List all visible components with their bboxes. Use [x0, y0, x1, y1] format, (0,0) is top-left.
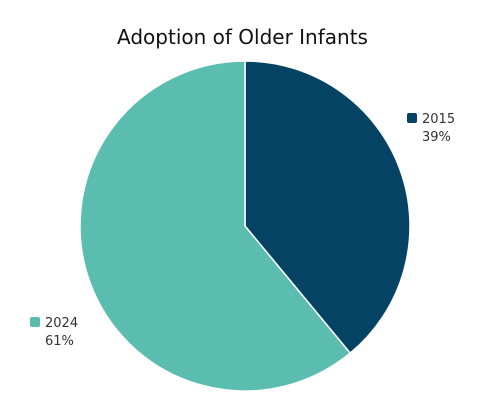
pie-slice-2024 — [79, 60, 351, 392]
pie-slices — [79, 60, 411, 392]
slice-labels: 2015 39% 2024 61% — [30, 112, 455, 349]
slice-name-2015: 2015 — [422, 112, 455, 127]
slice-name-2024: 2024 — [45, 316, 78, 331]
legend-swatch-2024 — [30, 317, 40, 327]
pie-slice-2015 — [244, 60, 411, 354]
slice-percent-2024: 61% — [45, 334, 74, 349]
chart-title: Adoption of Older Infants — [117, 25, 368, 49]
slice-label-2024: 2024 61% — [30, 316, 78, 349]
slice-percent-2015: 39% — [422, 130, 451, 145]
slice-label-2015: 2015 39% — [407, 112, 455, 145]
legend-swatch-2015 — [407, 113, 417, 123]
